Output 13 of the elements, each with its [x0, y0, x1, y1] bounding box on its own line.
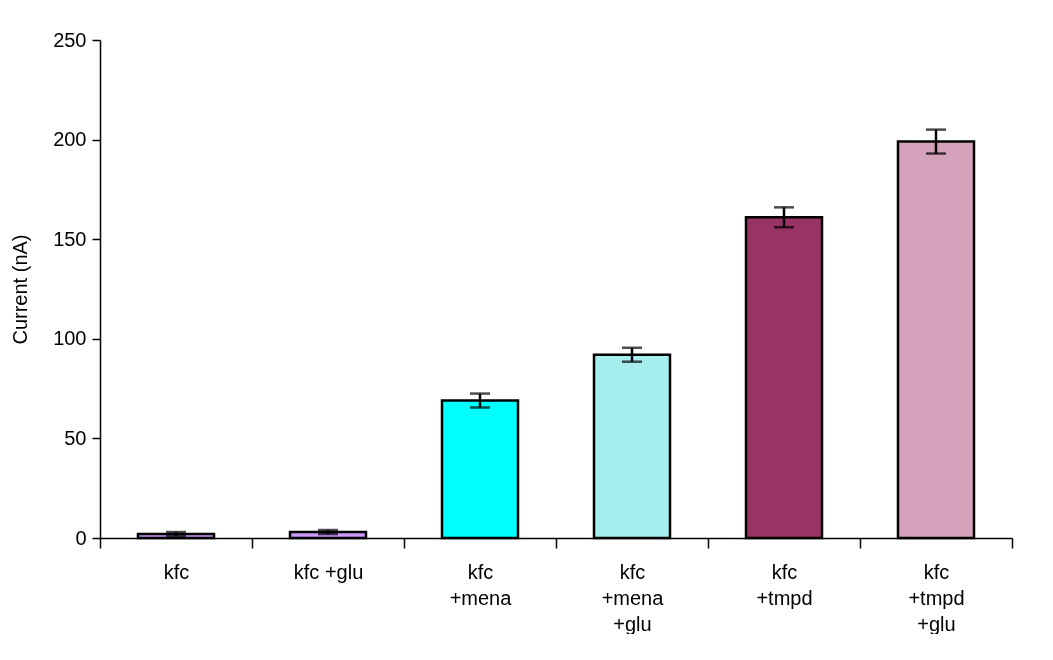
y-tick-label: 100: [53, 327, 87, 350]
x-tick-label: kfc +mena: [449, 560, 513, 609]
x-tick-label: kfc +mena +glu: [601, 560, 665, 635]
x-tick-label: kfc +glu: [293, 560, 364, 583]
y-tick-label: 200: [53, 128, 87, 151]
x-tick-label: kfc +tmpd +glu: [908, 560, 965, 635]
y-tick-label: 0: [75, 526, 87, 549]
y-tick-label: 250: [53, 28, 87, 51]
y-tick-label: 50: [64, 426, 87, 449]
y-axis-title: Current (nA): [9, 234, 32, 345]
y-tick-label: 150: [53, 227, 87, 250]
x-tick-label: kfc: [163, 560, 190, 583]
x-tick-label: kfc +tmpd: [756, 560, 813, 609]
